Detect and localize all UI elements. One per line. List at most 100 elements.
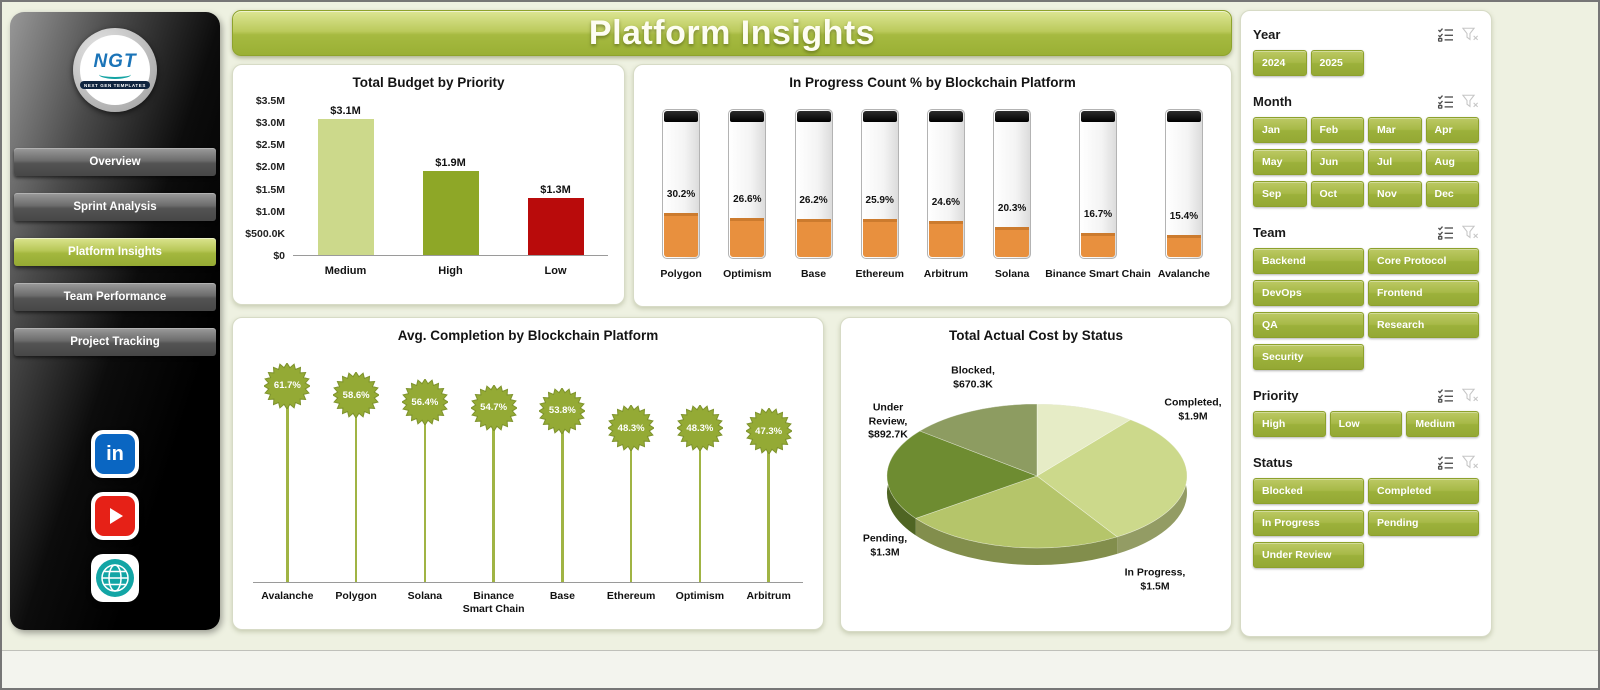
filter-section-icons — [1437, 388, 1479, 403]
filter-option-blocked[interactable]: Blocked — [1253, 478, 1364, 504]
thermo-category-label: Ethereum — [855, 268, 904, 280]
starburst-icon — [264, 362, 311, 409]
filter-option-2025[interactable]: 2025 — [1310, 50, 1364, 76]
thermo-tube: 16.7% — [1079, 109, 1118, 259]
filter-option-under-review[interactable]: Under Review — [1253, 542, 1364, 568]
thermo-value-label: 25.9% — [865, 195, 894, 206]
filter-option-medium[interactable]: Medium — [1406, 411, 1479, 437]
sidebar-item-platform-insights[interactable]: Platform Insights — [14, 238, 216, 266]
filter-option-in-progress[interactable]: In Progress — [1253, 510, 1364, 536]
thermo-value-label: 20.3% — [997, 203, 1027, 214]
lollipop-stem — [767, 431, 770, 582]
select-all-icon[interactable] — [1437, 455, 1454, 470]
filter-option-feb[interactable]: Feb — [1310, 117, 1364, 143]
lollipop-stem — [698, 428, 702, 582]
thermo-category-label: Optimism — [723, 268, 772, 280]
clear-filter-icon[interactable] — [1462, 455, 1479, 470]
bar-value-label: $1.9M — [435, 157, 466, 170]
pie-slice-completed — [1036, 419, 1188, 538]
filter-option-frontend[interactable]: Frontend — [1368, 280, 1479, 306]
filter-option-security[interactable]: Security — [1253, 344, 1364, 370]
page-title: Platform Insights — [588, 13, 876, 52]
select-all-icon[interactable] — [1437, 388, 1454, 403]
thermo-tube-cap — [995, 111, 1030, 122]
bar-medium — [317, 118, 374, 255]
filter-option-nov[interactable]: Nov — [1368, 181, 1422, 207]
filter-option-mar[interactable]: Mar — [1368, 117, 1422, 143]
filter-section-icons — [1437, 455, 1479, 470]
lollipop-category-label: Binance Smart Chain — [462, 590, 525, 616]
thermo-column-polygon: 30.2% Polygon — [648, 109, 714, 294]
clear-filter-icon[interactable] — [1462, 27, 1479, 42]
sidebar-item-sprint-analysis[interactable]: Sprint Analysis — [14, 193, 216, 221]
lollipop-head: 54.7% — [470, 384, 517, 431]
linkedin-icon[interactable]: in — [91, 430, 139, 478]
filter-option-qa[interactable]: QA — [1253, 312, 1364, 338]
clear-filter-icon[interactable] — [1462, 94, 1479, 109]
youtube-icon[interactable] — [91, 492, 139, 540]
thermo-tube-cap — [730, 111, 765, 122]
filter-option-low[interactable]: Low — [1329, 411, 1403, 437]
lollipop-plot: 61.7% 58.6% 56.4% 54.7% 53.8% 48.3% 48.3% 47.3%… — [253, 362, 803, 619]
filter-option-aug[interactable]: Aug — [1425, 149, 1479, 175]
bar-high — [422, 171, 479, 255]
select-all-icon[interactable] — [1437, 225, 1454, 240]
clear-filter-icon[interactable] — [1462, 225, 1479, 240]
pie-slice-pending — [886, 430, 1038, 519]
thermo-fill — [796, 219, 831, 257]
filter-section-icons — [1437, 225, 1479, 240]
lollipop-value-label: 56.4% — [411, 396, 439, 408]
select-all-icon[interactable] — [1437, 27, 1454, 42]
thermo-tube-cap — [862, 111, 897, 122]
chart-avg-completion-by-platform: Avg. Completion by Blockchain Platform 6… — [232, 317, 824, 630]
bar-group-high: $1.9M High — [398, 101, 503, 277]
chart-title: In Progress Count % by Blockchain Platfo… — [789, 75, 1076, 90]
thermo-fill — [1081, 233, 1116, 257]
pie-slice-blocked — [1036, 403, 1132, 477]
filter-option-pending[interactable]: Pending — [1368, 510, 1479, 536]
select-all-icon[interactable] — [1437, 94, 1454, 109]
filter-option-dec[interactable]: Dec — [1425, 181, 1479, 207]
lollipop-head: 58.6% — [333, 372, 380, 419]
filter-option-2024[interactable]: 2024 — [1253, 50, 1307, 76]
filter-option-research[interactable]: Research — [1368, 312, 1479, 338]
youtube-glyph — [95, 496, 135, 536]
lollipop-value-label: 54.7% — [480, 402, 508, 414]
filter-option-may[interactable]: May — [1253, 149, 1307, 175]
chart-title: Total Budget by Priority — [352, 75, 505, 90]
filter-section-title: Team — [1253, 224, 1286, 240]
thermo-fill — [730, 218, 765, 257]
bar-group-medium: $3.1M Medium — [293, 101, 398, 277]
filter-option-devops[interactable]: DevOps — [1253, 280, 1364, 306]
starburst-icon — [333, 372, 380, 419]
sidebar: NGT NEXT GEN TEMPLATES Overview Sprint An… — [10, 12, 220, 630]
sidebar-item-overview[interactable]: Overview — [14, 148, 216, 176]
filter-option-completed[interactable]: Completed — [1368, 478, 1479, 504]
lollipop-solana: 56.4% — [391, 368, 460, 582]
chart-total-actual-cost-by-status: Total Actual Cost by Status Blocked, $67… — [840, 317, 1232, 632]
bar-plot: $3.5M $3.0M $2.5M $2.0M $1.5M $1.0M $500.0K $0 … — [241, 95, 608, 277]
ngt-logo-face: NGT NEXT GEN TEMPLATES — [80, 35, 150, 105]
filter-option-jul[interactable]: Jul — [1368, 149, 1422, 175]
filter-option-sep[interactable]: Sep — [1253, 181, 1307, 207]
filter-option-oct[interactable]: Oct — [1310, 181, 1364, 207]
filter-option-jun[interactable]: Jun — [1310, 149, 1364, 175]
sidebar-item-team-performance[interactable]: Team Performance — [14, 283, 216, 311]
lollipop-category-label: Avalanche — [261, 590, 314, 602]
clear-filter-icon[interactable] — [1462, 388, 1479, 403]
website-globe-icon[interactable] — [91, 554, 139, 602]
thermo-column-optimism: 26.6% Optimism — [714, 109, 780, 294]
bar-category-label: Low — [544, 265, 567, 277]
filter-section-icons — [1437, 94, 1479, 109]
filter-option-apr[interactable]: Apr — [1425, 117, 1479, 143]
filter-section-icons — [1437, 27, 1479, 42]
filter-option-core-protocol[interactable]: Core Protocol — [1368, 248, 1479, 274]
y-axis-tick: $1.0M — [255, 205, 285, 218]
filter-option-jan[interactable]: Jan — [1253, 117, 1307, 143]
filter-option-high[interactable]: High — [1253, 411, 1326, 437]
thermo-column-solana: 20.3% Solana — [979, 109, 1045, 294]
bar-category-label: Medium — [324, 265, 367, 277]
sidebar-item-project-tracking[interactable]: Project Tracking — [14, 328, 216, 356]
filter-option-backend[interactable]: Backend — [1253, 248, 1364, 274]
